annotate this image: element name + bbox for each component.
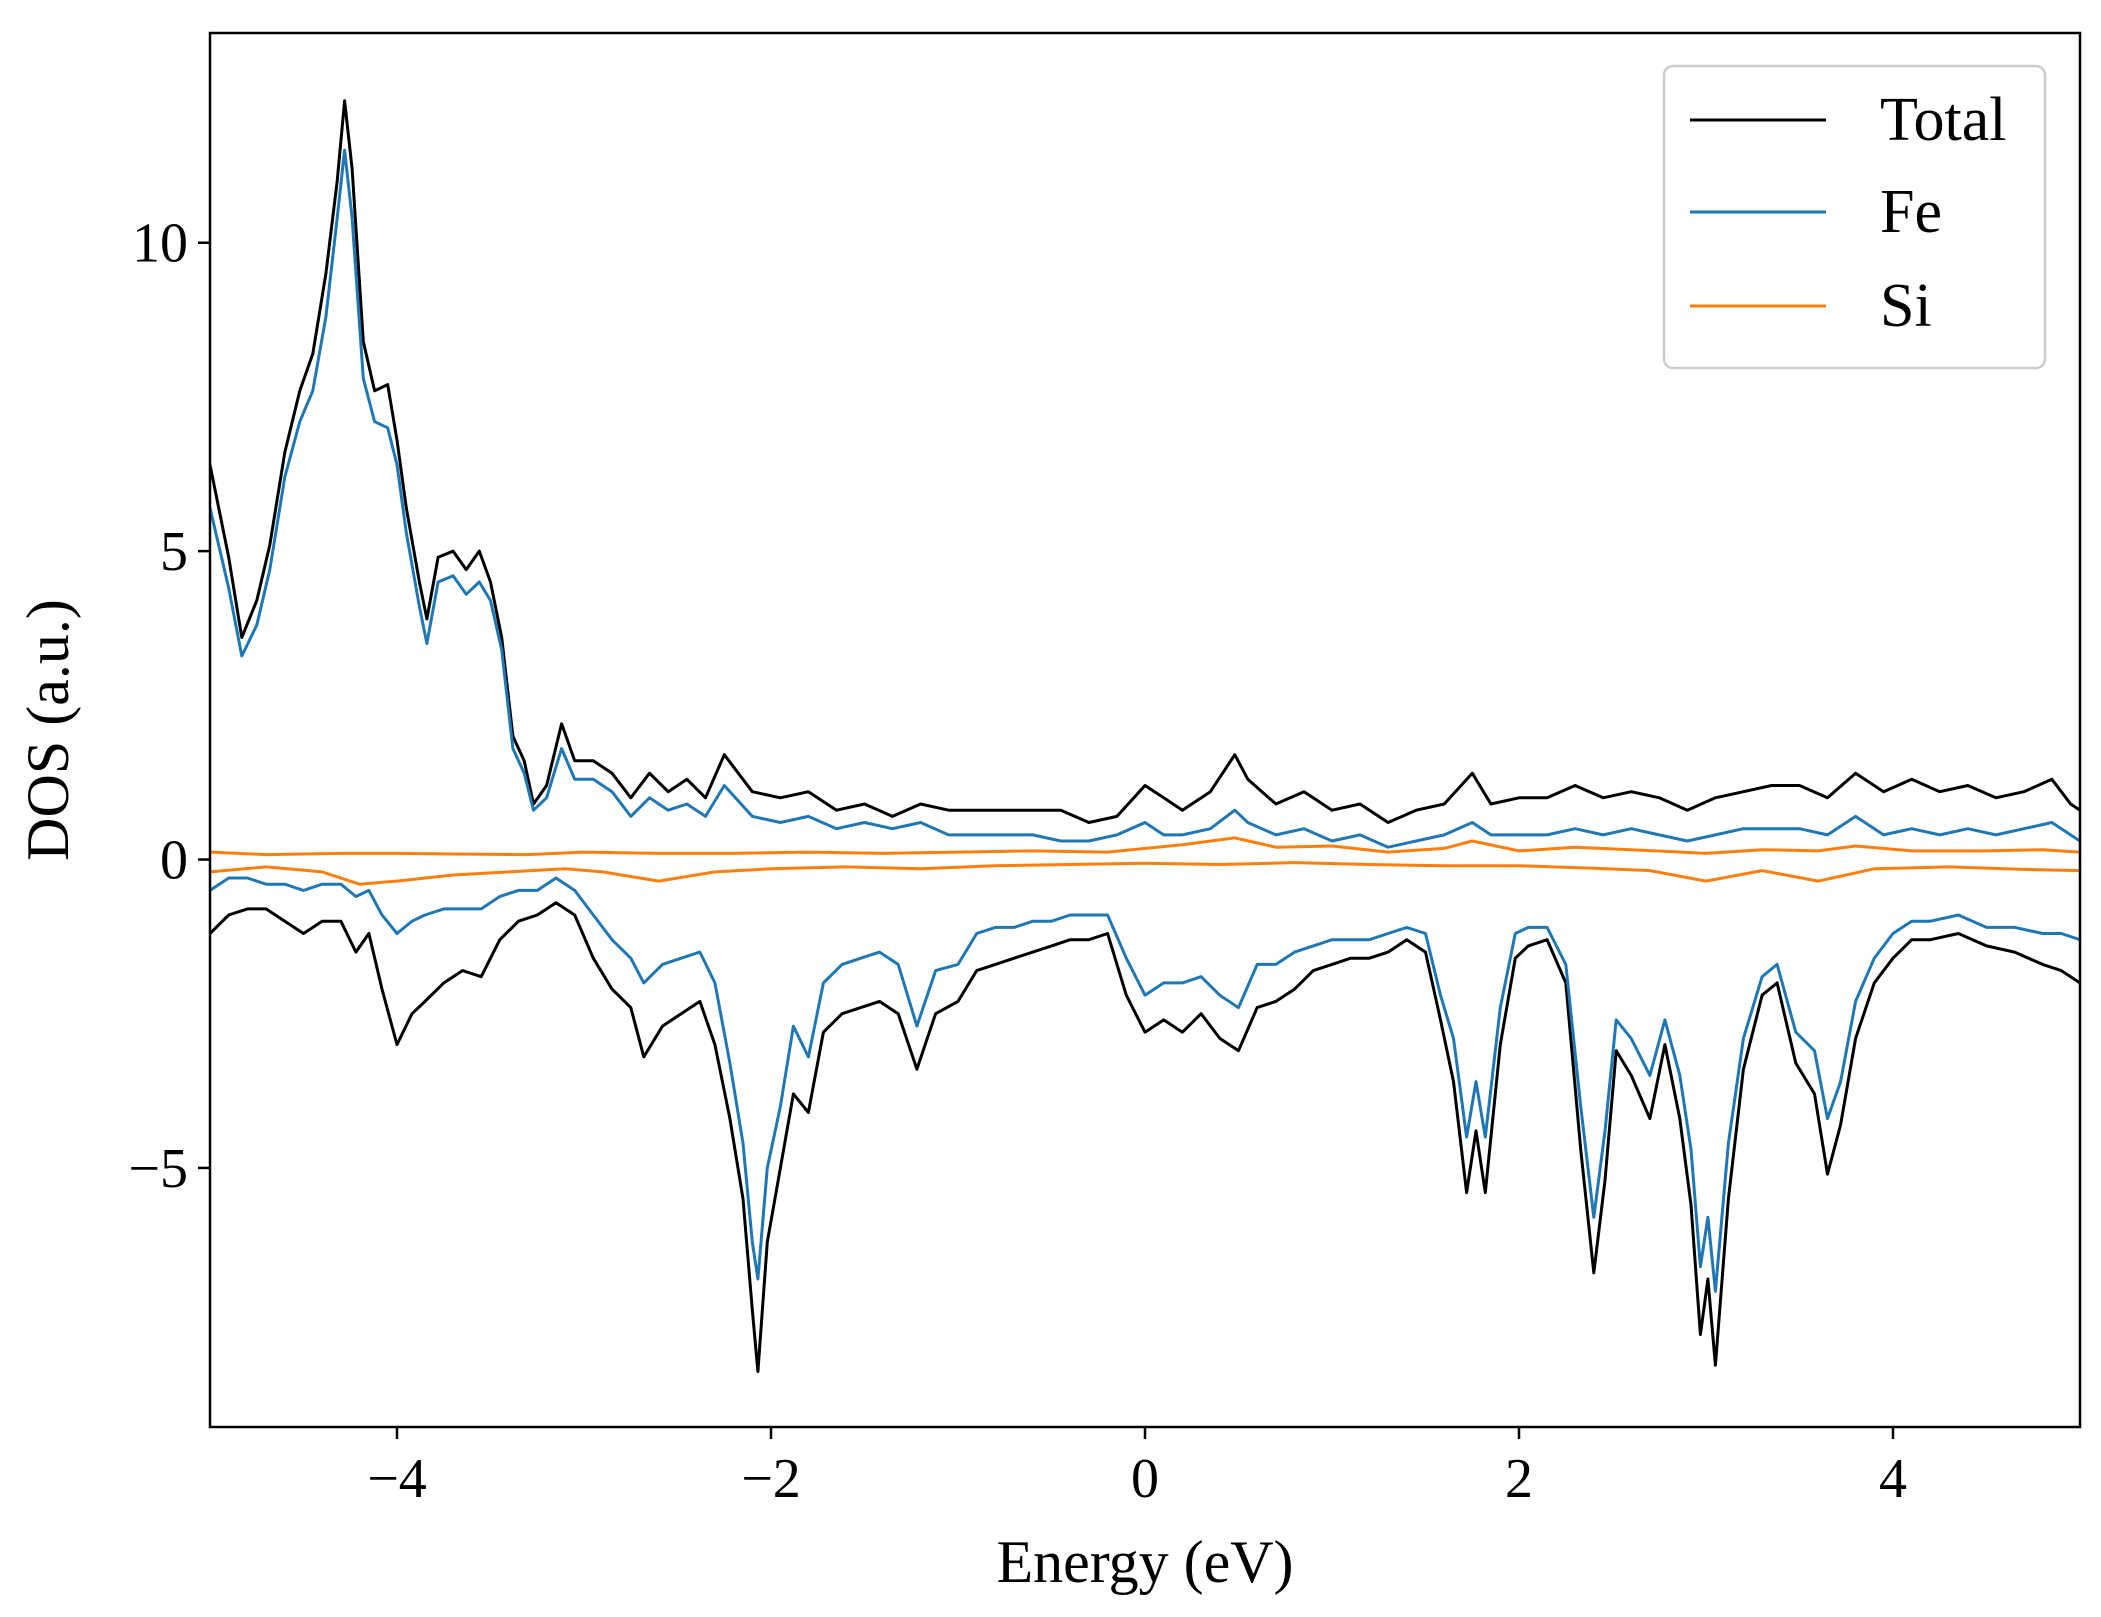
x-tick-label: −2 (741, 1448, 801, 1510)
y-tick-label: 10 (132, 213, 188, 275)
series-line-si-spin-up (210, 836, 2080, 857)
legend-box (1662, 64, 2047, 370)
y-tick-label: −5 (128, 1138, 188, 1200)
legend-label-si: Si (1880, 272, 1932, 340)
series-line-total-spin-up (210, 99, 2080, 824)
y-tick-label: 5 (160, 521, 188, 583)
y-axis-label: DOS (a.u.) (15, 599, 81, 861)
legend: Total Fe Si (1662, 64, 2047, 370)
x-axis-label: Energy (eV) (996, 1529, 1293, 1595)
y-tick-label: 0 (160, 830, 188, 892)
series-line-fe-spin-down (210, 876, 2080, 1293)
x-tick-label: 4 (1879, 1448, 1907, 1510)
series-layer (210, 99, 2080, 1373)
x-tick-label: 2 (1505, 1448, 1533, 1510)
series-line-si-spin-down (210, 861, 2080, 886)
series-line-fe-spin-up (210, 148, 2080, 849)
x-tick-label: 0 (1131, 1448, 1159, 1510)
x-tick-label: −4 (367, 1448, 427, 1510)
legend-label-total: Total (1880, 86, 2007, 154)
x-axis: −4 −2 0 2 4 (367, 1427, 1907, 1510)
y-axis: −5 0 5 10 (128, 213, 210, 1200)
legend-label-fe: Fe (1880, 178, 1942, 246)
series-line-total-spin-down (210, 901, 2080, 1373)
